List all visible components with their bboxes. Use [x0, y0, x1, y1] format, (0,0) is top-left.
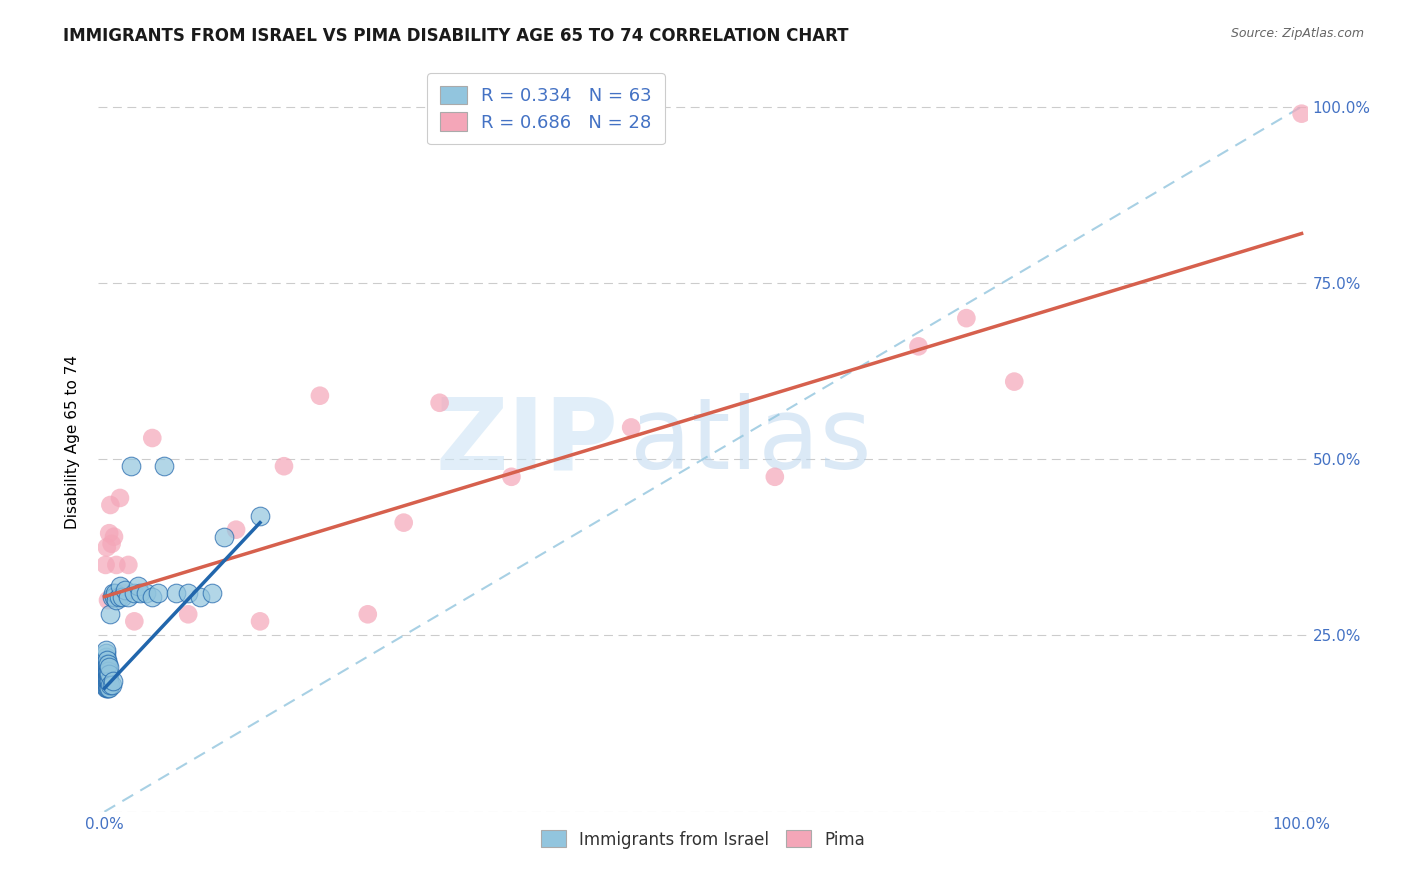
Point: [108, 491, 131, 505]
Point: [97, 681, 120, 696]
Point: [129, 586, 152, 600]
Text: IMMIGRANTS FROM ISRAEL VS PIMA DISABILITY AGE 65 TO 74 CORRELATION CHART: IMMIGRANTS FROM ISRAEL VS PIMA DISABILIT…: [63, 27, 849, 45]
Point: [309, 389, 332, 403]
Point: [100, 498, 122, 512]
Point: [96, 664, 118, 678]
Point: [111, 590, 134, 604]
Point: [177, 586, 200, 600]
Point: [97, 664, 120, 678]
Point: [127, 579, 149, 593]
Point: [429, 396, 451, 410]
Text: ZIP: ZIP: [436, 393, 619, 490]
Point: [188, 590, 211, 604]
Point: [94, 671, 117, 685]
Point: [93, 678, 115, 692]
Point: [94, 674, 117, 689]
Point: [201, 586, 224, 600]
Y-axis label: Disability Age 65 to 74: Disability Age 65 to 74: [65, 354, 80, 529]
Point: [357, 607, 380, 622]
Point: [273, 459, 295, 474]
Point: [98, 667, 121, 681]
Point: [907, 339, 929, 353]
Point: [94, 681, 117, 696]
Point: [148, 586, 170, 600]
Point: [94, 649, 117, 664]
Point: [97, 674, 120, 689]
Point: [1291, 106, 1313, 120]
Point: [101, 674, 124, 689]
Point: [153, 459, 176, 474]
Point: [100, 590, 122, 604]
Point: [96, 671, 118, 685]
Point: [96, 660, 118, 674]
Point: [94, 558, 117, 572]
Point: [100, 678, 122, 692]
Point: [98, 681, 121, 696]
Point: [94, 646, 117, 660]
Point: [100, 607, 122, 622]
Point: [94, 642, 117, 657]
Point: [763, 470, 786, 484]
Point: [107, 590, 129, 604]
Point: [141, 590, 163, 604]
Text: atlas: atlas: [630, 393, 872, 490]
Point: [1002, 375, 1025, 389]
Point: [249, 615, 271, 629]
Point: [392, 516, 415, 530]
Point: [117, 558, 139, 572]
Point: [98, 674, 121, 689]
Point: [94, 664, 117, 678]
Point: [117, 590, 139, 604]
Text: Source: ZipAtlas.com: Source: ZipAtlas.com: [1230, 27, 1364, 40]
Point: [96, 541, 118, 555]
Legend: Immigrants from Israel, Pima: Immigrants from Israel, Pima: [534, 823, 872, 855]
Point: [177, 607, 200, 622]
Point: [225, 523, 247, 537]
Point: [101, 586, 124, 600]
Point: [114, 582, 136, 597]
Point: [108, 579, 131, 593]
Point: [94, 664, 117, 678]
Point: [105, 558, 128, 572]
Point: [94, 653, 117, 667]
Point: [96, 657, 118, 671]
Point: [96, 674, 118, 689]
Point: [96, 678, 118, 692]
Point: [97, 671, 120, 685]
Point: [620, 420, 643, 434]
Point: [98, 526, 121, 541]
Point: [124, 586, 146, 600]
Point: [96, 667, 118, 681]
Point: [249, 508, 271, 523]
Point: [96, 653, 118, 667]
Point: [501, 470, 523, 484]
Point: [94, 660, 117, 674]
Point: [103, 530, 125, 544]
Point: [98, 660, 121, 674]
Point: [105, 593, 128, 607]
Point: [97, 657, 120, 671]
Point: [97, 667, 120, 681]
Point: [94, 657, 117, 671]
Point: [135, 586, 157, 600]
Point: [100, 537, 122, 551]
Point: [94, 667, 117, 681]
Point: [96, 681, 118, 696]
Point: [120, 459, 142, 474]
Point: [124, 615, 146, 629]
Point: [141, 431, 163, 445]
Point: [955, 311, 977, 326]
Point: [165, 586, 187, 600]
Point: [104, 586, 127, 600]
Point: [212, 530, 235, 544]
Point: [96, 664, 118, 678]
Point: [100, 678, 122, 692]
Point: [94, 657, 117, 671]
Point: [103, 590, 125, 604]
Point: [93, 667, 115, 681]
Point: [112, 586, 135, 600]
Point: [97, 593, 120, 607]
